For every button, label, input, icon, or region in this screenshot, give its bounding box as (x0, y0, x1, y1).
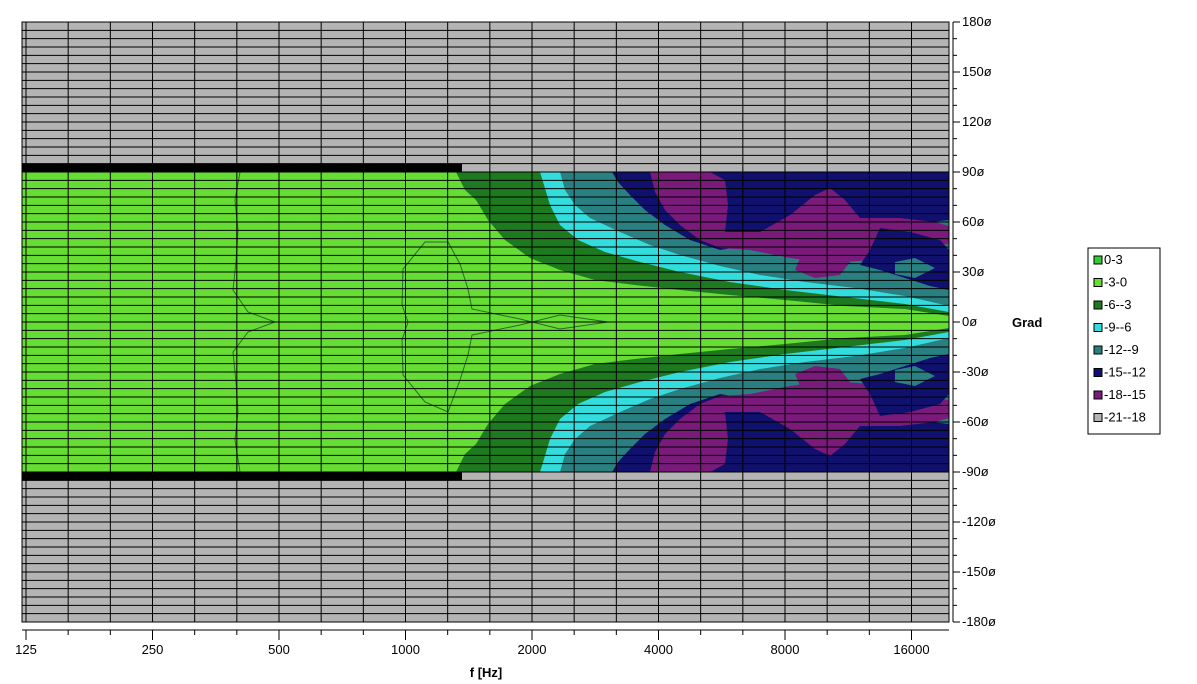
y-tick-label: -30ø (962, 364, 989, 379)
legend-label: 0-3 (1104, 252, 1123, 267)
y-tick-label: -120ø (962, 514, 996, 529)
y-tick-label: 0ø (962, 314, 977, 329)
band-minus-90 (22, 472, 462, 480)
legend-swatch (1093, 368, 1103, 377)
legend-swatch (1093, 278, 1103, 287)
y-tick-label: 60ø (962, 214, 984, 229)
y-axis: 180ø 150ø 120ø 90ø 60ø 30ø 0ø -30ø -60ø -90ø -120ø… (952, 14, 996, 629)
x-axis: 125 250 500 1000 2000 4000 8000 16000 (15, 629, 949, 657)
y-tick-label: -90ø (962, 464, 989, 479)
legend-swatch (1093, 255, 1103, 265)
x-tick-label: 16000 (893, 642, 929, 657)
x-axis-title: f [Hz] (470, 665, 503, 680)
x-tick-label: 125 (15, 642, 37, 657)
legend-label: -15--12 (1104, 365, 1146, 380)
plot-border (21, 21, 950, 623)
region-12-9-lower-island (895, 366, 935, 386)
legend-label: -9--6 (1104, 320, 1131, 335)
legend-label: -6--3 (1104, 297, 1131, 312)
contour-line-2 (401, 241, 609, 413)
region-12-9-upper-island (895, 258, 935, 278)
x-tick-label: 500 (268, 642, 290, 657)
legend-swatch (1093, 413, 1103, 422)
y-tick-label: 30ø (962, 264, 984, 279)
y-axis-unit-label: Grad (1012, 315, 1042, 330)
y-tick-label: 120ø (962, 114, 992, 129)
region-18-15-lower (650, 382, 949, 472)
legend-swatch (1093, 390, 1103, 400)
plot-area (21, 21, 950, 623)
x-tick-label: 250 (142, 642, 164, 657)
x-tick-label: 8000 (771, 642, 800, 657)
y-tick-label: 150ø (962, 64, 992, 79)
y-tick-label: -150ø (962, 564, 996, 579)
legend: 0-3 -3-0 -6--3 -9--6 -12--9 -15--12 -18--15 -21… (1087, 247, 1161, 435)
y-tick-label: -60ø (962, 414, 989, 429)
legend-swatch (1093, 345, 1103, 355)
y-tick-label: 90ø (962, 164, 984, 179)
y-tick-label: -180ø (962, 614, 996, 629)
x-tick-label: 2000 (518, 642, 547, 657)
x-tick-label: 4000 (644, 642, 673, 657)
region-15-12-lower-inner (860, 354, 949, 416)
band-plus-90 (22, 164, 462, 172)
region-15-12-upper-inner (860, 228, 949, 290)
horizontal-gridlines (22, 21, 949, 623)
y-tick-label: 180ø (962, 14, 992, 29)
legend-label: -18--15 (1104, 387, 1146, 402)
legend-swatch (1093, 323, 1103, 332)
legend-swatch (1093, 300, 1103, 310)
vertical-gridlines (25, 22, 912, 622)
x-tick-label: 1000 (391, 642, 420, 657)
legend-label: -12--9 (1104, 342, 1139, 357)
region-18-15-upper (650, 172, 949, 262)
legend-label: -21--18 (1104, 410, 1146, 425)
legend-label: -3-0 (1104, 275, 1127, 290)
